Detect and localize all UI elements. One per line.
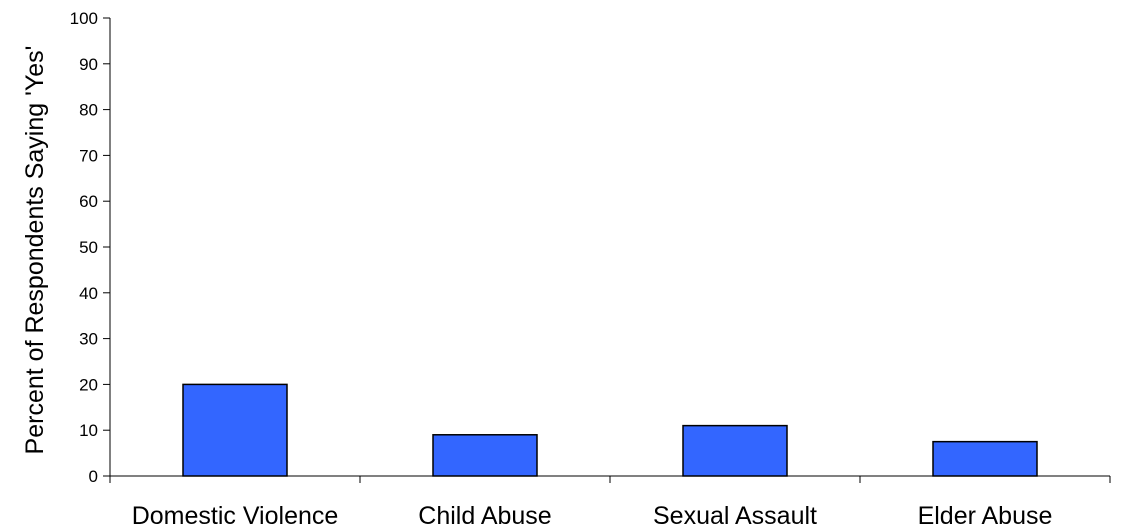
y-tick-label: 20 bbox=[79, 375, 98, 394]
x-axis-ticks bbox=[109, 476, 1111, 483]
y-tick-label: 40 bbox=[79, 284, 98, 303]
y-tick-label: 30 bbox=[79, 330, 98, 349]
bar-sexual-assault bbox=[682, 424, 788, 477]
bar-child-abuse bbox=[432, 434, 538, 477]
y-tick-label: 80 bbox=[79, 101, 98, 120]
y-tick-label: 50 bbox=[79, 238, 98, 257]
x-category-label: Domestic Violence bbox=[132, 502, 339, 530]
y-axis-ticks: 0 10 20 30 40 50 60 70 80 90 100 bbox=[70, 9, 110, 486]
bar-elder-abuse bbox=[932, 440, 1038, 477]
bar-domestic-violence bbox=[182, 383, 288, 477]
y-tick-label: 70 bbox=[79, 146, 98, 165]
y-tick-label: 0 bbox=[89, 467, 98, 486]
bar-series bbox=[182, 383, 1038, 477]
x-category-label: Sexual Assault bbox=[653, 502, 817, 530]
y-tick-label: 100 bbox=[70, 9, 98, 28]
category-labels: Domestic Violence Child Abuse Sexual Assau… bbox=[132, 502, 1053, 530]
y-axis-title: Percent of Respondents Saying 'Yes' bbox=[21, 46, 49, 455]
y-tick-label: 60 bbox=[79, 192, 98, 211]
y-tick-label: 90 bbox=[79, 55, 98, 74]
x-category-label: Elder Abuse bbox=[918, 502, 1053, 530]
x-category-label: Child Abuse bbox=[418, 502, 551, 530]
y-tick-label: 10 bbox=[79, 421, 98, 440]
